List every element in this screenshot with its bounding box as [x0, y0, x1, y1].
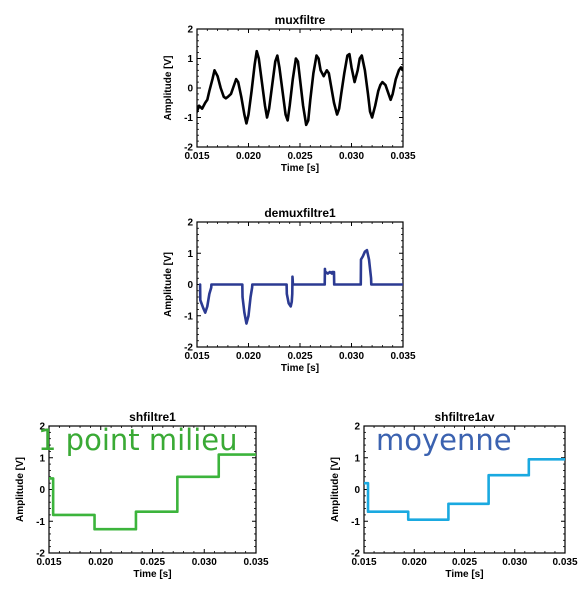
x-tick-label: 0.020 — [236, 351, 261, 362]
annotation-label: moyenne — [376, 423, 512, 457]
y-tick-label: 1 — [187, 249, 193, 260]
y-tick-label: 0 — [187, 84, 193, 95]
x-tick-label: 0.015 — [36, 557, 61, 568]
y-tick-label: 2 — [354, 422, 360, 433]
x-tick-label: 0.020 — [88, 557, 113, 568]
y-tick-label: 1 — [187, 54, 193, 65]
annotation-label: 1 point milieu — [38, 423, 238, 457]
x-tick-label: 0.015 — [351, 557, 376, 568]
y-tick-label: 2 — [39, 422, 45, 433]
y-axis-label: Amplitude [V] — [330, 457, 341, 522]
x-tick-label: 0.035 — [552, 557, 577, 568]
x-tick-label: 0.025 — [452, 557, 477, 568]
chart-title: shfiltre1 — [129, 410, 176, 424]
series-line — [49, 453, 256, 531]
y-tick-label: 2 — [187, 25, 193, 36]
chart-title: muxfiltre — [275, 13, 326, 27]
x-axis-label: Time [s] — [281, 363, 319, 374]
y-tick-label: -2 — [184, 143, 193, 154]
chart-title: demuxfiltre1 — [264, 206, 336, 220]
chart-panel-1: muxfiltre -2 -1 0 1 2 0.015 0.020 0.025 0.030 0.03… — [163, 13, 416, 174]
y-axis-label: Amplitude [V] — [15, 457, 26, 522]
x-tick-label: 0.030 — [339, 351, 364, 362]
y-tick-label: -1 — [351, 517, 360, 528]
y-tick-label: -2 — [36, 549, 45, 560]
x-tick-label: 0.025 — [140, 557, 165, 568]
x-tick-label: 0.025 — [287, 151, 312, 162]
x-tick-label: 0.035 — [390, 351, 415, 362]
chart-panel-2: demuxfiltre1 -2 -1 0 1 2 0.015 0.020 0.025 0.030 0… — [163, 206, 416, 374]
y-tick-label: 0 — [187, 280, 193, 291]
chart-panel-4: shfiltre1av -2 -1 0 1 2 0.015 0.020 0.025 0.030 0.… — [330, 410, 578, 580]
y-axis-label: Amplitude [V] — [163, 56, 174, 121]
y-tick-label: -2 — [184, 343, 193, 354]
y-tick-label: 0 — [39, 485, 45, 496]
y-tick-label: -1 — [184, 311, 193, 322]
y-tick-label: 0 — [354, 485, 360, 496]
y-tick-label: 1 — [354, 453, 360, 464]
y-tick-label: 1 — [39, 453, 45, 464]
x-tick-label: 0.020 — [236, 151, 261, 162]
chart-panel-3: shfiltre1 -2 -1 0 1 2 0.015 0.020 0.025 0.030 0.03… — [15, 410, 269, 580]
x-axis-label: Time [s] — [445, 569, 483, 580]
x-tick-label: 0.035 — [243, 557, 268, 568]
chart-title: shfiltre1av — [434, 410, 494, 424]
series-line — [197, 49, 403, 127]
x-tick-label: 0.015 — [184, 351, 209, 362]
series-line — [364, 458, 565, 521]
x-tick-label: 0.030 — [192, 557, 217, 568]
x-tick-label: 0.015 — [184, 151, 209, 162]
y-tick-label: -1 — [184, 113, 193, 124]
x-axis-label: Time [s] — [133, 569, 171, 580]
x-tick-label: 0.035 — [390, 151, 415, 162]
x-tick-label: 0.030 — [339, 151, 364, 162]
x-axis-label: Time [s] — [281, 163, 319, 174]
y-tick-label: 2 — [187, 218, 193, 229]
y-axis-label: Amplitude [V] — [163, 252, 174, 317]
x-tick-label: 0.020 — [402, 557, 427, 568]
y-tick-label: -1 — [36, 517, 45, 528]
x-tick-label: 0.025 — [287, 351, 312, 362]
x-tick-label: 0.030 — [502, 557, 527, 568]
series-line — [198, 248, 403, 325]
y-tick-label: -2 — [351, 549, 360, 560]
